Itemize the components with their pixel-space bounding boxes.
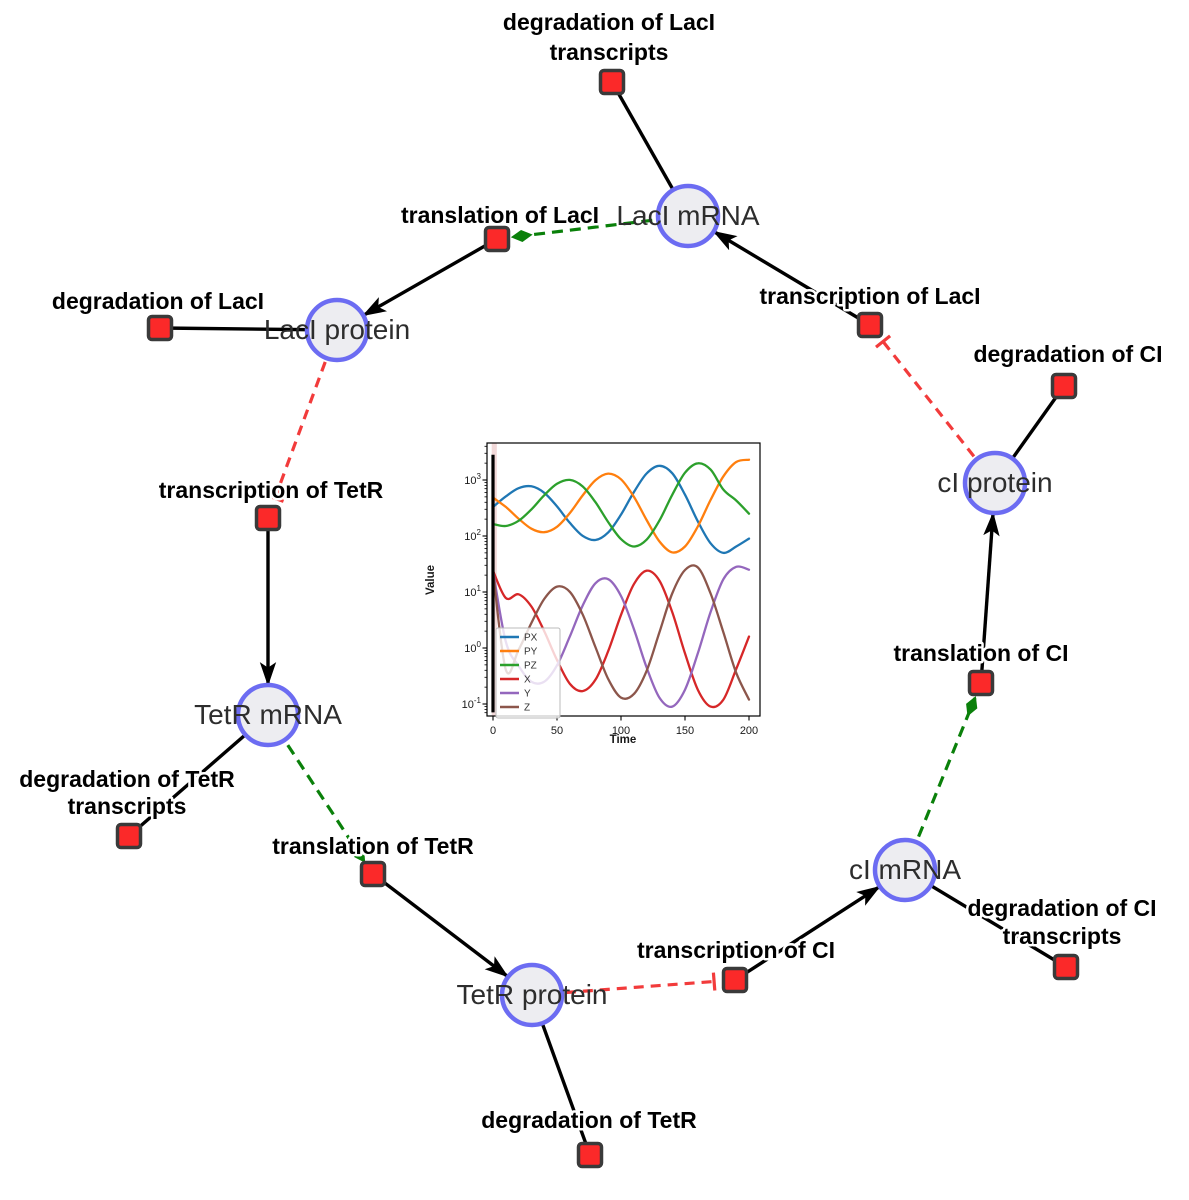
edge-ci-mrna-modifier-translation-ci: [903, 695, 978, 871]
curve-Z: [491, 564, 751, 701]
reaction-label-degradation-tetr: degradation of TetR: [481, 1107, 697, 1133]
edge-translation-tetr-to-tetr-protein: [371, 872, 509, 978]
labels: degradation of LacI transcripts translat…: [17, 7, 1165, 1136]
species-label-tetr-mrna: TetR mRNA: [194, 699, 342, 730]
reaction-node-degradation-tetr-transcripts[interactable]: [115, 822, 143, 850]
species-label-laci-protein: LacI protein: [264, 314, 410, 345]
edge-ci-protein-inhibits-transcription-laci: [881, 340, 997, 484]
y-tick-label: 100: [464, 640, 481, 655]
reaction-node-transcription-ci[interactable]: [721, 966, 749, 994]
reaction-node-degradation-ci[interactable]: [1050, 372, 1078, 400]
species-node-tetr-mrna[interactable]: [235, 682, 301, 748]
reaction-label-transcription-tetr: transcription of TetR: [159, 477, 384, 503]
reaction-label-degradation-tetr-transcripts-line1: degradation of TetR: [19, 766, 235, 792]
inhibition-tbar-transcription-laci: [875, 334, 892, 349]
reaction-node-degradation-tetr[interactable]: [576, 1141, 604, 1169]
species-label-laci-mrna: LacI mRNA: [616, 200, 759, 231]
reaction-node-degradation-laci[interactable]: [146, 314, 174, 342]
reaction-label-degradation-ci-transcripts-line1: degradation of CI: [967, 895, 1156, 921]
y-tick-label: 101: [464, 584, 481, 599]
reaction-label-translation-tetr: translation of TetR: [272, 833, 474, 859]
reaction-label-transcription-ci: transcription of CI: [637, 937, 835, 963]
curve-PY: [491, 458, 751, 554]
reaction-node-transcription-tetr[interactable]: [254, 504, 282, 532]
edge-tetr-protein-inhibits-transcription-ci: [531, 979, 715, 997]
legend-label-PZ: PZ: [524, 661, 537, 672]
inhibition-tbar-transcription-ci: [711, 972, 717, 991]
legend-label-Y: Y: [524, 689, 531, 700]
y-tick-label: 102: [464, 528, 481, 543]
reaction-node-transcription-laci[interactable]: [856, 311, 884, 339]
reaction-label-translation-ci: translation of CI: [893, 640, 1068, 666]
x-tick-label: 200: [740, 725, 758, 737]
edge-transcription-ci-to-ci-mrna: [734, 885, 881, 982]
x-axis-label: Time: [610, 734, 637, 746]
reaction-node-translation-ci[interactable]: [967, 669, 995, 697]
species-node-tetr-protein[interactable]: [499, 962, 565, 1028]
x-tick-label: 0: [490, 725, 496, 737]
y-tick-label: 103: [464, 472, 481, 487]
reaction-nodes: [115, 68, 1080, 1169]
curve-PX: [491, 464, 751, 555]
curve-X: [491, 569, 751, 709]
reaction-node-translation-tetr[interactable]: [359, 860, 387, 888]
species-label-ci-mrna: cI mRNA: [849, 854, 961, 885]
edge-tetr-mrna-modifier-translation-tetr: [266, 714, 366, 863]
x-tick-label: 100: [612, 725, 630, 737]
species-label-ci-protein: cI protein: [937, 467, 1052, 498]
species-node-ci-protein[interactable]: [962, 450, 1028, 516]
curve-PZ: [491, 462, 751, 548]
x-tick-label: 50: [551, 725, 563, 737]
edge-laci-mrna-modifier-translation-laci: [510, 214, 689, 242]
edge-translation-laci-to-laci-protein: [362, 237, 498, 317]
reaction-label-degradation-ci: degradation of CI: [973, 341, 1162, 367]
species-node-laci-mrna[interactable]: [655, 183, 721, 249]
reaction-label-degradation-tetr-transcripts-line2: transcripts: [68, 793, 187, 819]
edge-translation-ci-to-ci-protein: [979, 511, 1000, 684]
legend-label-PY: PY: [524, 647, 538, 658]
y-tick-label: 10-1: [462, 696, 482, 711]
x-tick-label: 150: [676, 725, 694, 737]
legend-label-Z: Z: [524, 703, 530, 714]
edge-laci-protein-inhibits-transcription-tetr: [273, 329, 339, 499]
reaction-label-degradation-laci-transcripts-line2: transcripts: [550, 39, 669, 65]
inhibition-tbar-transcription-tetr: [265, 493, 285, 503]
species-nodes: [235, 183, 1028, 1028]
reaction-label-transcription-laci: transcription of LacI: [759, 283, 980, 309]
reaction-label-degradation-ci-transcripts-line2: transcripts: [1003, 923, 1122, 949]
y-axis-label: Value: [425, 565, 437, 595]
timeseries-plot: 0 50 100 150 200 103 102 101 100 10-1 Time Value …: [420, 437, 770, 767]
plot-frame: [486, 442, 761, 717]
species-label-tetr-protein: TetR protein: [457, 979, 608, 1010]
reaction-label-degradation-laci: degradation of LacI: [52, 288, 264, 314]
species-node-laci-protein[interactable]: [304, 297, 370, 363]
reaction-node-translation-laci[interactable]: [483, 225, 511, 253]
species-node-ci-mrna[interactable]: [872, 837, 938, 903]
legend-label-X: X: [524, 675, 531, 686]
reaction-label-translation-laci: translation of LacI: [401, 202, 599, 228]
legend-label-PX: PX: [524, 633, 538, 644]
edge-transcription-laci-to-laci-mrna: [712, 230, 871, 327]
reaction-node-degradation-ci-transcripts[interactable]: [1052, 953, 1080, 981]
reaction-node-degradation-laci-transcripts[interactable]: [598, 68, 626, 96]
reaction-label-degradation-laci-transcripts-line1: degradation of LacI: [503, 9, 715, 35]
